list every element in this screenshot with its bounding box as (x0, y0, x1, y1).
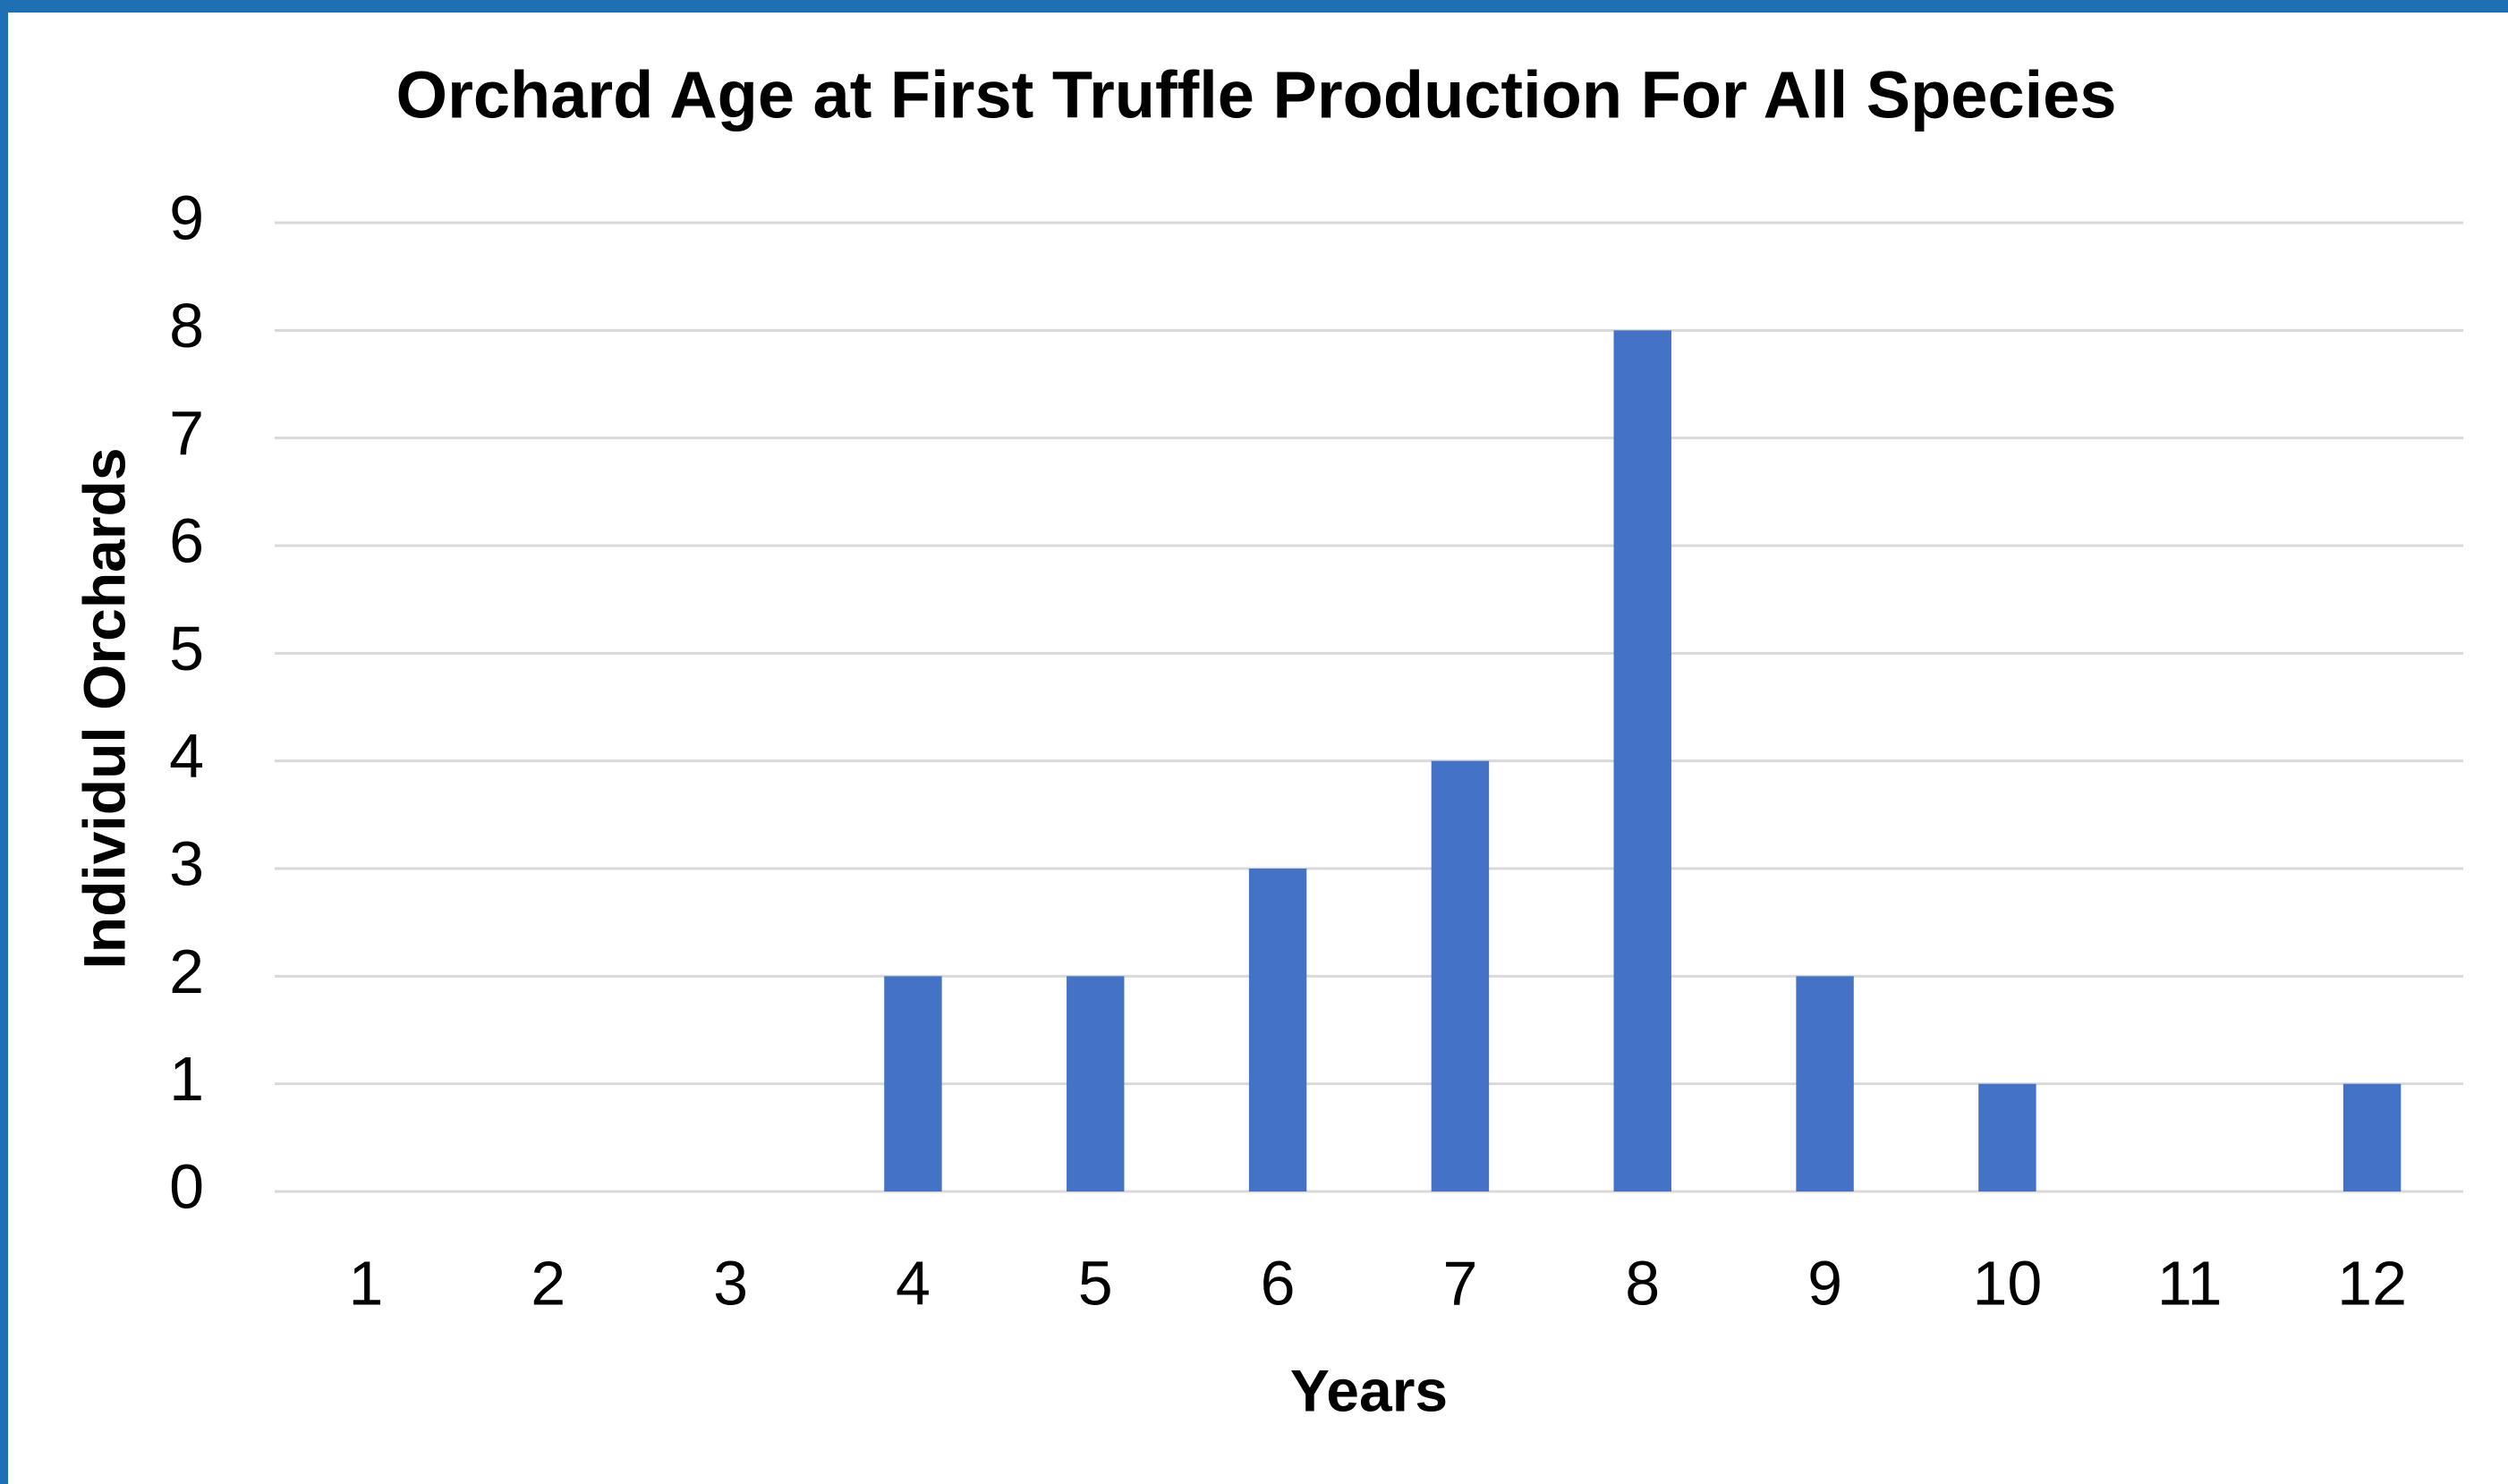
x-tick-label: 12 (2337, 1248, 2407, 1318)
bar (1978, 1083, 2036, 1191)
left-border (0, 0, 8, 1484)
y-tick-label: 4 (169, 721, 204, 791)
top-border (0, 0, 2508, 13)
bar (884, 976, 942, 1191)
y-tick-label: 1 (169, 1044, 204, 1114)
y-tick-label: 0 (169, 1151, 204, 1221)
x-tick-label: 5 (1078, 1248, 1113, 1318)
y-tick-label: 3 (169, 828, 204, 898)
x-tick-label: 11 (2157, 1248, 2223, 1318)
y-tick-label: 8 (169, 291, 204, 360)
chart-title: Orchard Age at First Truffle Production … (396, 58, 2117, 132)
y-axis-title: Individul Orchards (71, 447, 137, 969)
x-tick-label: 6 (1261, 1248, 1296, 1318)
x-tick-label: 7 (1442, 1248, 1477, 1318)
bar (1613, 330, 1671, 1191)
y-tick-label: 2 (169, 937, 204, 1006)
x-tick-label: 8 (1625, 1248, 1660, 1318)
y-tick-label: 6 (169, 505, 204, 575)
bar (2342, 1083, 2402, 1191)
bar (1796, 976, 1854, 1191)
x-tick-label: 3 (713, 1248, 748, 1318)
y-tick-label: 9 (169, 182, 204, 252)
y-tick-label: 7 (169, 398, 204, 468)
x-tick-label: 9 (1807, 1248, 1842, 1318)
x-tick-label: 2 (531, 1248, 565, 1318)
x-tick-label: 10 (1972, 1248, 2042, 1318)
bar (1431, 760, 1490, 1191)
x-axis-title: Years (1290, 1357, 1448, 1423)
bar (1067, 976, 1125, 1191)
y-tick-label: 5 (169, 614, 204, 683)
x-tick-label: 1 (348, 1248, 383, 1318)
x-tick-label: 4 (896, 1248, 931, 1318)
bar (1248, 869, 1307, 1191)
